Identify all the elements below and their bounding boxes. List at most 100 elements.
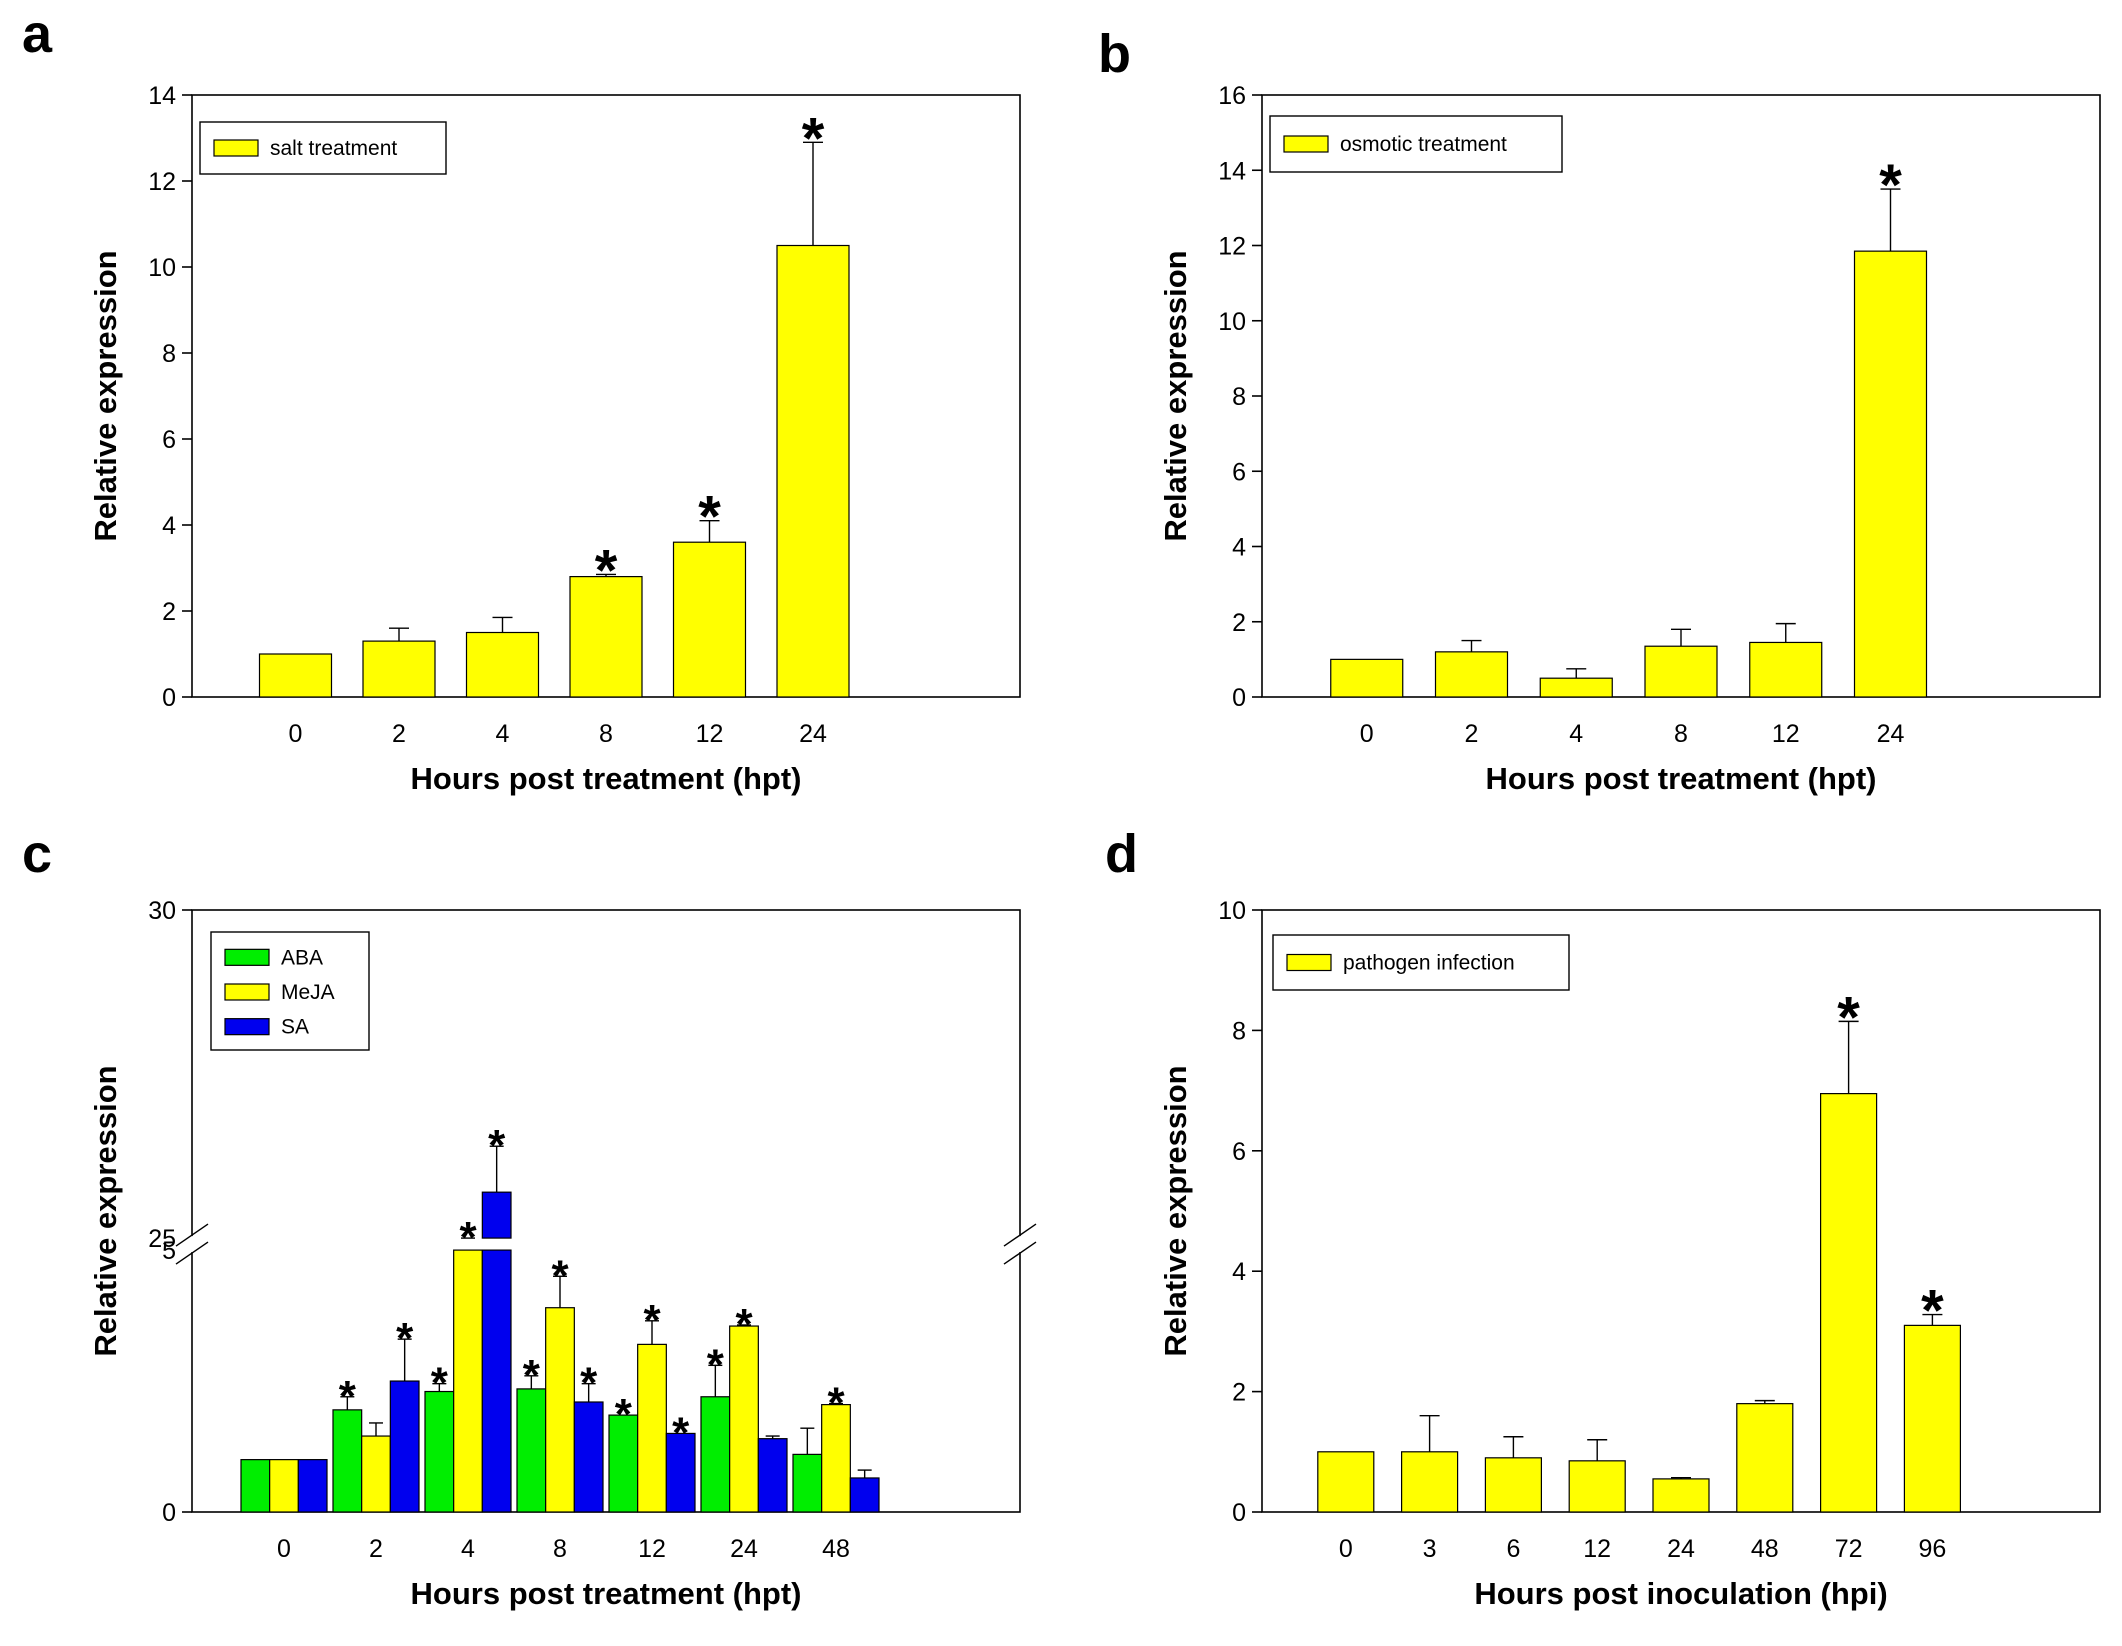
x-tick-label: 8 [1674, 720, 1688, 748]
legend-swatch [224, 1018, 270, 1036]
significance-star: * [431, 1359, 449, 1408]
bar-SA [297, 1459, 328, 1513]
bar-SA [665, 1432, 696, 1513]
bar-pathogen-infection [1317, 1451, 1375, 1513]
y-tick-label: 6 [162, 426, 176, 454]
y-tick-label: 2 [162, 598, 176, 626]
x-tick-label: 0 [289, 720, 303, 748]
y-tick-label: 4 [162, 512, 176, 540]
legend-swatch [224, 983, 270, 1001]
legend-swatch [224, 948, 270, 966]
axis-break-mark [175, 1223, 209, 1247]
bar-pathogen-infection [1568, 1460, 1626, 1513]
x-tick-label: 3 [1423, 1535, 1437, 1563]
bar-salt-treatment [258, 653, 333, 698]
y-axis-title: Relative expression [1158, 250, 1193, 541]
significance-star: * [580, 1359, 598, 1408]
bar-salt-treatment [776, 244, 850, 698]
y-tick-label: 5 [162, 1237, 176, 1265]
bar-ABA [240, 1459, 271, 1513]
y-tick-label: 8 [1232, 1017, 1246, 1045]
significance-star: * [488, 1121, 506, 1170]
bar-ABA [608, 1414, 639, 1513]
x-tick-label: 24 [1877, 720, 1905, 748]
bar-osmotic-treatment [1749, 641, 1823, 698]
x-tick-label: 12 [1772, 720, 1800, 748]
bar-ABA [516, 1388, 547, 1513]
bar-MeJA [545, 1307, 575, 1513]
bar-osmotic-treatment [1330, 658, 1404, 698]
significance-star: * [698, 485, 721, 550]
significance-star: * [339, 1372, 357, 1421]
axis-break-gap-right [1006, 1236, 1034, 1253]
x-tick-label: 2 [1465, 720, 1479, 748]
bar-osmotic-treatment [1644, 645, 1718, 698]
x-axis-title: Hours post treatment (hpt) [411, 761, 802, 796]
y-tick-label: 0 [1232, 684, 1246, 712]
y-tick-label: 4 [1232, 1258, 1246, 1286]
x-tick-label: 2 [369, 1535, 383, 1563]
x-tick-label: 4 [461, 1535, 475, 1563]
y-tick-label: 10 [1218, 308, 1246, 336]
bar-SA [389, 1380, 420, 1513]
legend-swatch [1283, 135, 1329, 153]
y-tick-label: 8 [1232, 383, 1246, 411]
x-axis-title: Hours post treatment (hpt) [1486, 761, 1877, 796]
x-tick-label: 0 [277, 1535, 291, 1563]
y-tick-label: 30 [148, 897, 176, 925]
bar-SA-lower [481, 1249, 512, 1513]
bar-pathogen-infection [1652, 1478, 1710, 1513]
axis-break-mark [1003, 1223, 1037, 1247]
x-axis-title: Hours post treatment (hpt) [411, 1576, 802, 1611]
bar-pathogen-infection [1484, 1457, 1543, 1513]
y-tick-label: 12 [1218, 233, 1246, 261]
y-tick-label: 12 [148, 168, 176, 196]
panel-label-d: d [1105, 824, 1138, 884]
x-tick-label: 2 [392, 720, 406, 748]
bar-ABA [424, 1390, 455, 1513]
panel-label-b: b [1098, 24, 1131, 84]
legend-label: pathogen infection [1343, 952, 1515, 975]
x-tick-label: 4 [496, 720, 510, 748]
significance-star: * [735, 1300, 753, 1349]
y-tick-label: 6 [1232, 458, 1246, 486]
bar-MeJA [361, 1435, 391, 1513]
significance-star: * [643, 1296, 661, 1345]
y-tick-label: 2 [1232, 609, 1246, 637]
panel-label-c: c [22, 824, 52, 884]
significance-star: * [707, 1340, 725, 1389]
bar-SA [757, 1438, 788, 1513]
y-tick-label: 16 [1218, 82, 1246, 110]
significance-star: * [802, 106, 825, 171]
bar-salt-treatment [672, 541, 747, 698]
legend-swatch [1286, 953, 1332, 972]
axis-break-gap-left [178, 1236, 206, 1253]
significance-star: * [396, 1314, 414, 1363]
x-tick-label: 24 [799, 720, 827, 748]
x-tick-label: 24 [730, 1535, 758, 1563]
y-tick-label: 25 [148, 1225, 176, 1253]
bar-ABA [332, 1409, 363, 1513]
legend-label: SA [281, 1016, 309, 1039]
x-tick-label: 4 [1569, 720, 1583, 748]
bar-SA [481, 1191, 512, 1239]
significance-star: * [827, 1379, 845, 1428]
plot-frame [1261, 909, 2101, 1513]
x-axis-title: Hours post inoculation (hpi) [1474, 1576, 1887, 1611]
bar-MeJA-lower [453, 1249, 483, 1513]
x-tick-label: 96 [1918, 1535, 1946, 1563]
y-tick-label: 0 [1232, 1499, 1246, 1527]
x-tick-label: 6 [1506, 1535, 1520, 1563]
significance-star: * [523, 1351, 541, 1400]
significance-star: * [595, 538, 618, 603]
x-tick-label: 48 [822, 1535, 850, 1563]
bar-SA [573, 1401, 604, 1513]
panel-label-a: a [22, 4, 53, 64]
x-tick-label: 8 [599, 720, 613, 748]
axis-break-mark [1003, 1241, 1037, 1265]
significance-star: * [672, 1408, 690, 1457]
